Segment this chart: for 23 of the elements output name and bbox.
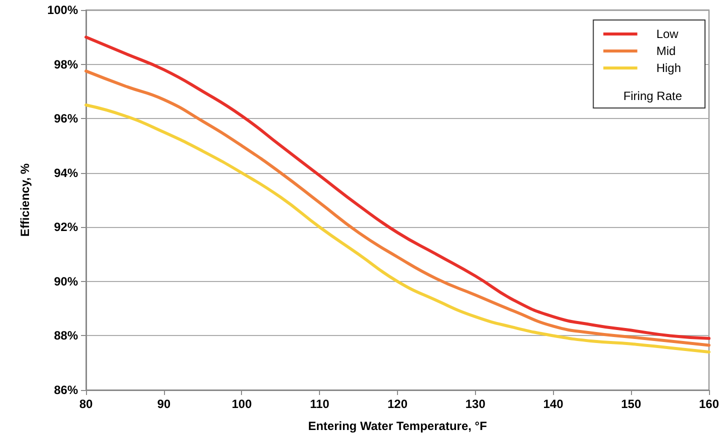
y-tick-label: 92%	[54, 220, 78, 234]
x-tick-label: 150	[621, 397, 642, 411]
y-tick-label: 86%	[54, 383, 78, 397]
x-axis-title: Entering Water Temperature, °F	[308, 419, 487, 433]
legend-label: High	[656, 61, 682, 75]
y-tick-label: 94%	[54, 166, 78, 180]
x-tick-label: 120	[387, 397, 408, 411]
x-tick-label: 90	[157, 397, 171, 411]
y-tick-label: 90%	[54, 274, 78, 288]
x-tick-label: 80	[79, 397, 93, 411]
legend-title: Firing Rate	[623, 89, 682, 103]
x-tick-label: 130	[465, 397, 486, 411]
legend-label: Low	[656, 27, 679, 41]
y-tick-label: 100%	[47, 3, 78, 17]
y-tick-label: 88%	[54, 328, 78, 343]
x-tick-label: 100	[232, 397, 252, 411]
x-tick-label: 110	[310, 397, 330, 411]
y-tick-label: 98%	[54, 57, 78, 72]
x-tick-label: 140	[543, 397, 564, 411]
y-tick-label: 96%	[54, 112, 78, 126]
y-axis-title: Efficiency, %	[18, 163, 32, 237]
x-tick-label: 160	[698, 397, 720, 411]
legend-label: Mid	[656, 44, 676, 58]
